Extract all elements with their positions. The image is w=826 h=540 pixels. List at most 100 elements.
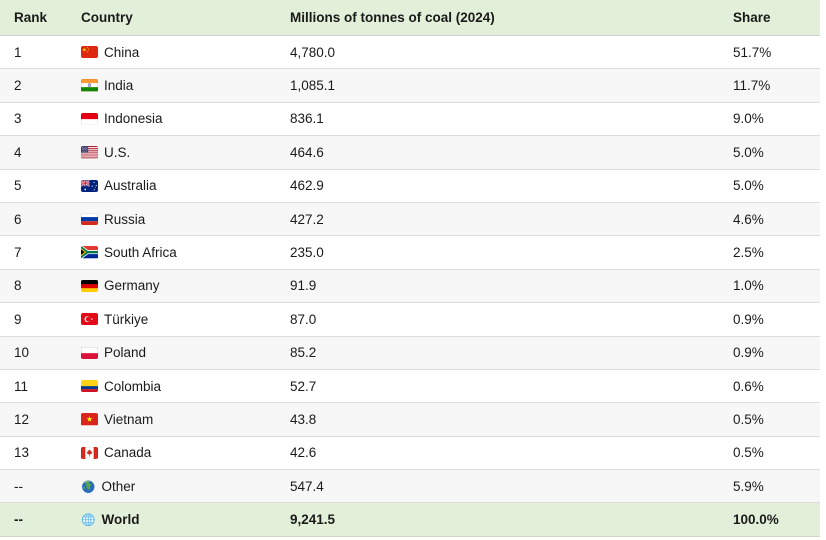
country-label: U.S. [104,144,131,160]
country-cell: U.S. [67,145,276,160]
value-cell: 1,085.1 [290,78,336,94]
share-cell: 100.0% [733,512,779,528]
value-cell: 464.6 [290,144,324,160]
table-row: 5 Australia 462.9 5.0% [0,169,820,203]
turkiye-flag-icon [81,313,98,326]
country-label: Canada [104,445,152,461]
share-cell: 0.6% [733,378,764,394]
table-row: 13 Canada 42.6 0.5% [0,436,820,471]
rank-cell: -- [14,478,23,494]
country-label: South Africa [104,245,177,261]
poland-flag-icon [81,346,98,359]
country-label: Poland [104,345,147,361]
col-header-rank: Rank [14,10,48,25]
value-cell: 87.0 [290,311,317,327]
share-cell: 0.5% [733,411,764,427]
share-cell: 4.6% [733,211,764,227]
share-cell: 11.7% [733,78,771,94]
rank-cell: -- [14,512,23,528]
rank-cell: 13 [14,445,30,461]
value-cell: 91.9 [290,278,317,294]
country-cell: Other [67,479,276,494]
table-row: 6 Russia 427.2 4.6% [0,202,820,237]
rank-cell: 8 [14,278,22,294]
table-row: 1 China 4,780.0 51.7% [0,36,820,70]
country-label: India [104,78,134,94]
country-cell: Colombia [67,379,276,394]
country-cell: Türkiye [67,312,276,327]
share-cell: 5.9% [733,478,764,494]
country-cell: Poland [67,345,276,360]
value-cell: 462.9 [290,178,324,194]
russia-flag-icon [81,212,98,226]
value-cell: 4,780.0 [290,44,336,60]
value-cell: 836.1 [290,111,324,127]
share-cell: 5.0% [733,178,764,194]
country-label: Australia [104,178,157,194]
country-label: Russia [104,211,146,227]
country-label: Germany [104,278,160,294]
col-header-country: Country [81,10,133,25]
share-cell: 51.7% [733,44,772,60]
earth-globe-icon [81,480,96,494]
table-row: 2 India 1,085.1 11.7% [0,69,820,103]
country-label: World [101,512,140,528]
table-row: 7 South Africa 235.0 2.5% [0,236,820,270]
share-cell: 9.0% [733,111,764,127]
col-header-value: Millions of tonnes of coal (2024) [290,10,495,25]
country-cell: Germany [67,278,276,293]
colombia-flag-icon [81,379,98,393]
country-cell: Canada [67,445,276,460]
value-cell: 547.4 [290,478,324,494]
vietnam-flag-icon [81,413,98,426]
rank-cell: 5 [14,178,22,194]
country-cell: Indonesia [67,111,276,126]
country-cell: China [67,45,276,60]
value-cell: 42.6 [290,445,317,461]
china-flag-icon [81,46,98,59]
table-row: 4 U.S. 464.6 5.0% [0,136,820,170]
rank-cell: 6 [14,211,22,227]
india-flag-icon [81,79,98,92]
australia-flag-icon [81,179,98,192]
country-label: Other [101,478,136,494]
rank-cell: 10 [14,345,30,361]
table-row: 11 Colombia 52.7 0.6% [0,369,820,404]
table-row: 10 Poland 85.2 0.9% [0,336,820,370]
value-cell: 52.7 [290,378,317,394]
country-label: Vietnam [104,411,154,427]
table-row: 8 Germany 91.9 1.0% [0,269,820,304]
rank-cell: 2 [14,78,22,94]
value-cell: 427.2 [290,211,324,227]
germany-flag-icon [81,279,98,293]
country-cell: World [67,512,276,527]
indonesia-flag-icon [81,112,98,126]
value-cell: 85.2 [290,345,317,361]
share-cell: 0.9% [733,311,764,327]
us-flag-icon [81,146,98,159]
south-africa-flag-icon [81,246,98,259]
share-cell: 2.5% [733,245,764,261]
country-cell: Australia [67,178,276,193]
table-row: 12 Vietnam 43.8 0.5% [0,403,820,437]
header-row: Rank Country Millions of tonnes of coal … [0,0,820,36]
table-row: 3 Indonesia 836.1 9.0% [0,102,820,137]
country-cell: South Africa [67,245,276,260]
country-cell: Vietnam [67,412,276,427]
world-total-row: -- World 9,241.5 100.0% [0,503,820,537]
rank-cell: 9 [14,311,22,327]
value-cell: 43.8 [290,411,317,427]
table-row: -- Other 547.4 5.9% [0,470,820,504]
country-label: Türkiye [104,311,149,327]
canada-flag-icon [81,446,98,460]
rank-cell: 12 [14,411,30,427]
rank-cell: 1 [14,44,22,60]
table-row: 9 Türkiye 87.0 0.9% [0,303,820,337]
share-cell: 5.0% [733,144,764,160]
country-cell: India [67,78,276,93]
country-label: Indonesia [104,111,163,127]
country-label: Colombia [104,378,162,394]
share-cell: 1.0% [733,278,764,294]
rank-cell: 3 [14,111,22,127]
